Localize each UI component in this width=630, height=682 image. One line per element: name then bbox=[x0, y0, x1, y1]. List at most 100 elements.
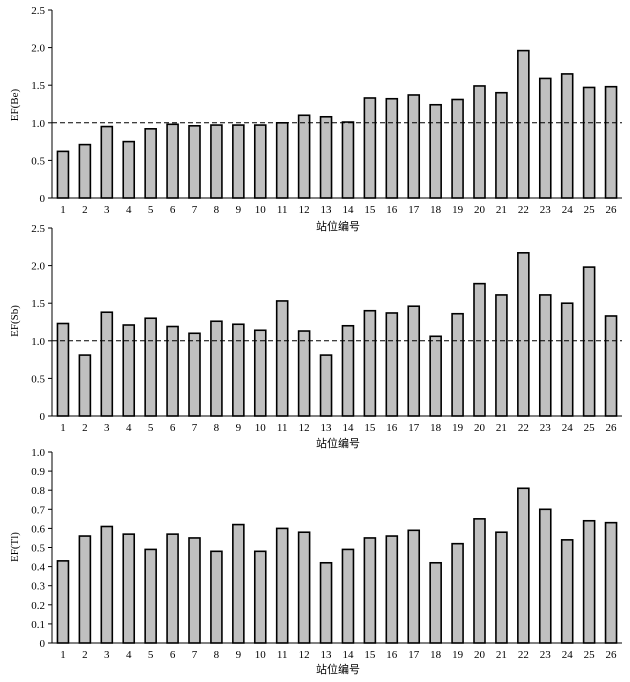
x-tick-label: 21 bbox=[496, 649, 507, 661]
x-tick-label: 18 bbox=[430, 204, 442, 216]
bar-station-6 bbox=[166, 123, 179, 199]
bar-station-12 bbox=[297, 330, 311, 417]
x-tick-label: 20 bbox=[474, 649, 486, 661]
bar-station-8 bbox=[210, 124, 223, 199]
x-tick-label: 1 bbox=[60, 649, 66, 661]
x-tick-label: 7 bbox=[192, 649, 198, 661]
x-tick-label: 8 bbox=[214, 204, 220, 216]
x-tick-label: 15 bbox=[364, 204, 376, 216]
bar-station-23 bbox=[538, 294, 552, 417]
y-tick-label: 2.5 bbox=[31, 5, 45, 17]
x-tick-label: 7 bbox=[192, 422, 198, 434]
x-tick-label: 2 bbox=[82, 649, 88, 661]
x-axis-label: 站位编号 bbox=[316, 436, 360, 450]
bar-station-1 bbox=[56, 322, 70, 417]
x-axis-label: 站位编号 bbox=[316, 662, 360, 676]
y-axis-label: EF(Tl) bbox=[9, 532, 21, 562]
bar-station-5 bbox=[144, 548, 157, 644]
y-tick-label: 1.0 bbox=[31, 447, 45, 459]
x-tick-label: 14 bbox=[342, 422, 354, 434]
bar-station-14 bbox=[341, 324, 355, 417]
y-tick-label: 0.5 bbox=[31, 373, 45, 385]
bar-station-14 bbox=[341, 548, 355, 644]
x-tick-label: 22 bbox=[518, 649, 529, 661]
x-tick-label: 12 bbox=[299, 649, 310, 661]
x-tick-label: 13 bbox=[321, 649, 333, 661]
x-tick-label: 4 bbox=[126, 204, 132, 216]
chart-ef-be: EF(Be) 站位编号 00.51.01.52.02.51 2 3 4 5 6 7 8 9 10 1… bbox=[9, 5, 622, 233]
x-tick-label: 9 bbox=[236, 204, 242, 216]
bar-station-19 bbox=[451, 98, 464, 199]
bar-station-22 bbox=[517, 487, 530, 644]
bar-station-21 bbox=[495, 294, 508, 417]
bar-station-17 bbox=[407, 529, 421, 644]
y-tick-label: 1.5 bbox=[31, 80, 45, 92]
bar-station-23 bbox=[538, 77, 552, 199]
x-tick-label: 7 bbox=[192, 204, 198, 216]
x-tick-label: 14 bbox=[342, 649, 354, 661]
x-tick-label: 11 bbox=[277, 204, 288, 216]
chart-ef-tl: EF(Tl) 站位编号 0 0.1 0.2 0.3 0.4 0.5 0.6 0.7 0.8 0.9… bbox=[9, 447, 622, 676]
bar-station-9 bbox=[232, 323, 245, 417]
x-tick-label: 15 bbox=[364, 649, 376, 661]
x-tick-label: 10 bbox=[255, 204, 267, 216]
bar-station-14 bbox=[341, 121, 355, 199]
x-tick-label: 2 bbox=[82, 422, 88, 434]
x-tick-label: 18 bbox=[430, 649, 442, 661]
x-tick-label: 26 bbox=[606, 649, 618, 661]
x-tick-label: 10 bbox=[255, 649, 267, 661]
x-tick-label: 20 bbox=[474, 422, 486, 434]
bar-station-26 bbox=[604, 521, 618, 644]
x-tick-label: 19 bbox=[452, 422, 464, 434]
bar-station-9 bbox=[232, 124, 245, 199]
bar-station-20 bbox=[473, 282, 486, 417]
x-tick-label: 3 bbox=[104, 204, 110, 216]
x-tick-label: 1 bbox=[60, 204, 66, 216]
x-tick-label: 21 bbox=[496, 204, 507, 216]
bar-station-26 bbox=[604, 85, 618, 199]
y-tick-label: 2.5 bbox=[31, 223, 45, 235]
x-tick-label: 11 bbox=[277, 422, 288, 434]
bar-station-15 bbox=[363, 309, 377, 417]
bar-station-11 bbox=[275, 527, 289, 644]
bar-station-3 bbox=[100, 525, 114, 644]
bar-station-7 bbox=[188, 332, 201, 417]
bar-station-5 bbox=[144, 128, 157, 199]
bar-station-4 bbox=[122, 324, 136, 417]
bar-station-23 bbox=[538, 508, 552, 644]
y-tick-label: 0.7 bbox=[31, 504, 45, 516]
x-tick-label: 17 bbox=[408, 204, 420, 216]
y-tick-label: 0.5 bbox=[31, 155, 45, 167]
bar-station-24 bbox=[560, 73, 574, 199]
y-tick-label: 0.1 bbox=[31, 619, 45, 631]
x-tick-label: 22 bbox=[518, 204, 529, 216]
x-tick-label: 16 bbox=[386, 422, 398, 434]
x-tick-label: 23 bbox=[540, 422, 552, 434]
bar-station-21 bbox=[495, 531, 508, 644]
x-tick-label: 13 bbox=[321, 422, 333, 434]
x-tick-label: 6 bbox=[170, 422, 176, 434]
bar-station-4 bbox=[122, 533, 136, 644]
x-tick-label: 18 bbox=[430, 422, 442, 434]
x-tick-label: 10 bbox=[255, 422, 267, 434]
y-tick-label: 0.3 bbox=[31, 581, 45, 593]
bar-station-6 bbox=[166, 325, 179, 417]
x-tick-label: 19 bbox=[452, 649, 464, 661]
x-tick-label: 24 bbox=[562, 422, 574, 434]
bar-station-13 bbox=[319, 354, 333, 417]
bar-station-1 bbox=[56, 150, 70, 199]
bar-station-18 bbox=[429, 561, 442, 644]
x-tick-label: 5 bbox=[148, 422, 154, 434]
y-tick-label: 0.2 bbox=[31, 600, 45, 612]
bar-station-19 bbox=[451, 312, 464, 417]
x-tick-label: 23 bbox=[540, 204, 552, 216]
y-axis-label: EF(Be) bbox=[9, 88, 21, 121]
bar-station-25 bbox=[582, 86, 596, 199]
x-tick-label: 12 bbox=[299, 422, 310, 434]
y-tick-label: 1.5 bbox=[31, 298, 45, 310]
bar-station-11 bbox=[275, 122, 289, 199]
bar-station-10 bbox=[253, 329, 267, 417]
bar-station-9 bbox=[232, 523, 245, 644]
chart-ef-sb: EF(Sb) 站位编号 00.51.01.52.02.51 2 3 4 5 6 7 8 9 10 1… bbox=[9, 223, 622, 450]
